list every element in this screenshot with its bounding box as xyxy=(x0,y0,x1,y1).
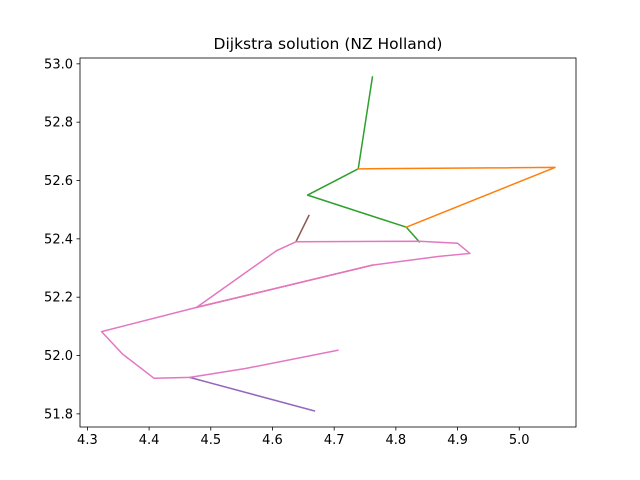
y-tick-label: 52.6 xyxy=(44,174,73,189)
series-layer xyxy=(100,76,556,412)
x-tick-label: 4.6 xyxy=(262,433,283,448)
x-tick-label: 4.9 xyxy=(447,433,468,448)
x-tick-label: 4.4 xyxy=(139,433,160,448)
x-tick-label: 4.8 xyxy=(386,433,407,448)
y-tick-label: 52.4 xyxy=(44,232,73,247)
axes-frame xyxy=(79,57,577,428)
series-line-6 xyxy=(100,240,471,380)
x-tick-label: 4.7 xyxy=(324,433,345,448)
series-line-3 xyxy=(294,214,310,243)
axes-layer: 4.3 4.4 4.5 4.6 4.7 4.8 4.9 5.0 51.8 52.0 52.2 52.4… xyxy=(44,57,577,448)
series-line-1 xyxy=(306,76,421,243)
x-tick-label: 5.0 xyxy=(509,433,530,448)
y-tick-label: 52.8 xyxy=(44,116,73,131)
y-tick-label: 51.8 xyxy=(44,407,73,422)
y-tick-label: 52.0 xyxy=(44,349,73,364)
chart-title: Dijkstra solution (NZ Holland) xyxy=(214,35,443,53)
x-tick-label: 4.3 xyxy=(77,433,98,448)
series-line-2 xyxy=(357,166,556,229)
x-tick-label: 4.5 xyxy=(200,433,221,448)
y-tick-label: 52.2 xyxy=(44,291,73,306)
y-tick-label: 53.0 xyxy=(44,57,73,72)
series-line-5 xyxy=(188,376,316,412)
